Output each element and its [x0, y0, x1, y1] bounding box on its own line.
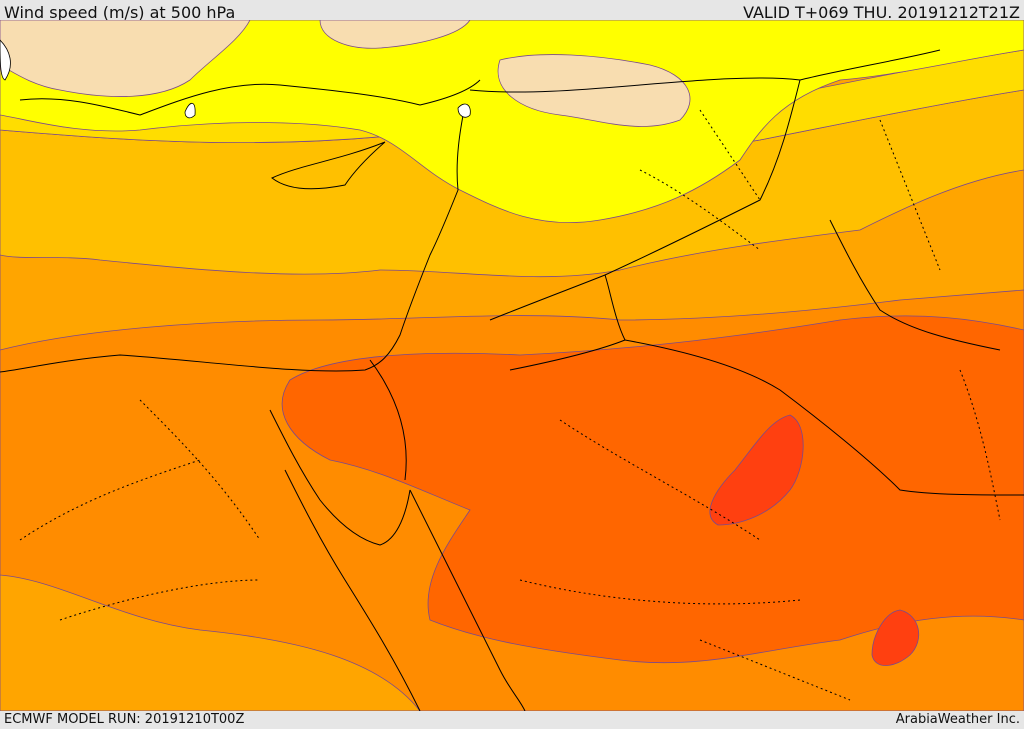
fill-red-orange-south	[871, 609, 919, 666]
cyprus-outline	[271, 141, 386, 190]
border-jordan-saudi	[369, 359, 407, 481]
border-iraq-iran	[604, 49, 941, 276]
fill-lightest-west	[0, 20, 251, 97]
border-saudi-iraq	[509, 339, 1024, 496]
brand-credit: ArabiaWeather Inc.	[895, 712, 1020, 727]
islands	[0, 39, 471, 119]
contour-fills	[0, 20, 1024, 711]
turkey-coast	[19, 79, 481, 116]
fill-lightest-north	[319, 20, 471, 49]
model-run: ECMWF MODEL RUN: 20191210T00Z	[4, 712, 245, 727]
red-sea-east	[409, 489, 526, 711]
footer-bar	[0, 711, 1024, 729]
fill-red-orange	[709, 414, 804, 526]
dotted-egypt-provinces	[19, 399, 261, 621]
island-crete	[0, 39, 11, 81]
map-title: Wind speed (m/s) at 500 hPa	[4, 3, 236, 22]
fill-lightest-east	[497, 54, 691, 127]
land-outlines	[0, 49, 1024, 711]
dotted-iran-provinces	[879, 119, 1001, 521]
fill-dark-orange	[281, 315, 1024, 664]
dotted-borders	[19, 109, 1001, 701]
fill-light-yellow	[0, 20, 1024, 223]
border-syria-iraq	[489, 274, 626, 341]
island-lake	[457, 103, 471, 118]
border-turkey-syria	[469, 77, 801, 93]
dotted-iraq-provinces	[639, 109, 761, 251]
island-small	[184, 102, 196, 119]
wind-speed-map[interactable]	[0, 20, 1024, 711]
valid-time: VALID T+069 THU. 20191212T21Z	[743, 3, 1020, 22]
persian-gulf-coast	[829, 219, 1001, 351]
levant-coast	[0, 104, 466, 373]
dotted-saudi-provinces	[519, 419, 851, 701]
red-sea-west	[284, 469, 421, 711]
sinai-gulf	[269, 409, 411, 546]
header-bar	[0, 0, 1024, 22]
